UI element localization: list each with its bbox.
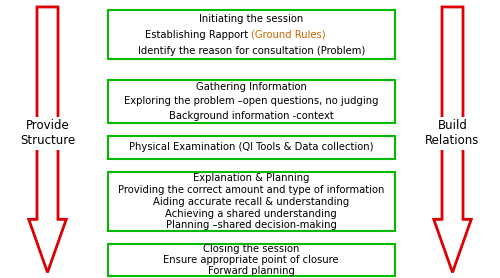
Bar <box>108 136 395 159</box>
Bar <box>108 80 395 123</box>
Text: Achieving a shared understanding: Achieving a shared understanding <box>166 208 337 219</box>
Text: Gathering Information: Gathering Information <box>196 82 306 92</box>
Bar <box>108 10 395 59</box>
Text: Ensure appropriate point of closure: Ensure appropriate point of closure <box>164 255 339 265</box>
Text: Identify the reason for consultation (Problem): Identify the reason for consultation (Pr… <box>138 46 365 56</box>
Text: Exploring the problem –open questions, no judging: Exploring the problem –open questions, n… <box>124 96 378 106</box>
Text: Forward planning: Forward planning <box>208 265 294 275</box>
Polygon shape <box>29 7 66 272</box>
Polygon shape <box>434 7 471 272</box>
Bar <box>108 172 395 231</box>
Text: Initiating the session: Initiating the session <box>199 14 304 24</box>
Text: Aiding accurate recall & understanding: Aiding accurate recall & understanding <box>153 197 350 207</box>
Text: Establishing Rapport: Establishing Rapport <box>145 30 251 40</box>
Text: Explanation & Planning: Explanation & Planning <box>193 173 310 183</box>
Text: Closing the session: Closing the session <box>203 244 300 254</box>
Text: Provide
Structure: Provide Structure <box>20 120 75 147</box>
Text: (Ground Rules): (Ground Rules) <box>251 30 326 40</box>
Text: Build
Relations: Build Relations <box>426 120 480 147</box>
Text: Physical Examination (QI Tools & Data collection): Physical Examination (QI Tools & Data co… <box>129 142 374 152</box>
Text: Providing the correct amount and type of information: Providing the correct amount and type of… <box>118 185 384 195</box>
Bar <box>108 244 395 276</box>
Text: Background information -context: Background information -context <box>169 111 334 121</box>
Text: Planning –shared decision-making: Planning –shared decision-making <box>166 220 336 230</box>
